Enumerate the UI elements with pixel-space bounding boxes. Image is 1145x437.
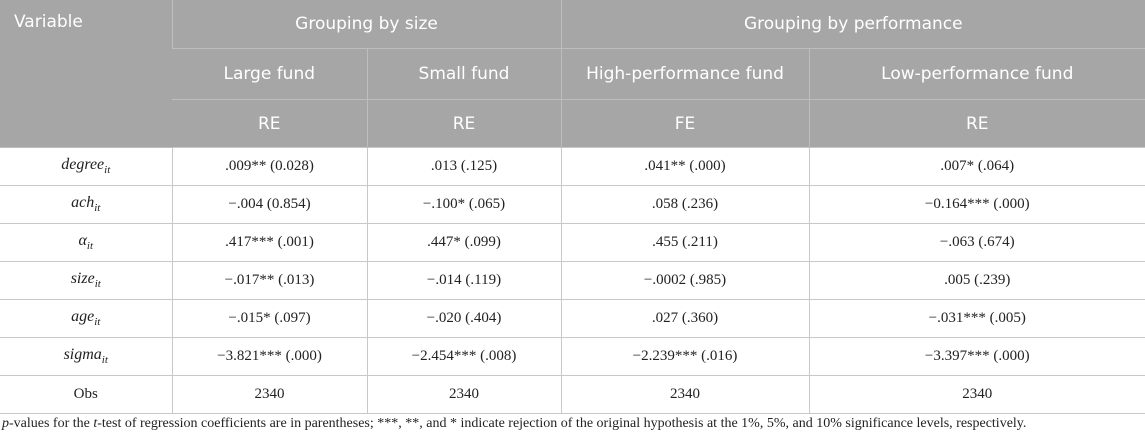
- table-cell: .009** (0.028): [171, 147, 367, 186]
- table-cell: −2.454*** (.008): [366, 337, 562, 376]
- table-cell: .041** (.000): [560, 147, 810, 186]
- table-cell: .007* (.064): [808, 147, 1145, 186]
- header-grouping-by-performance: Grouping by performance: [560, 0, 1145, 49]
- row-variable-name: sizeit: [0, 261, 172, 300]
- header-low-performance-fund: Low-performance fund: [808, 48, 1145, 100]
- row-variable-name: αit: [0, 223, 172, 262]
- table-row: ageit −.015* (.097) −.020 (.404) .027 (.…: [0, 299, 1145, 338]
- row-variable-name: achit: [0, 185, 172, 224]
- table-row: αit .417*** (.001) .447* (.099) .455 (.2…: [0, 223, 1145, 262]
- table-cell: .058 (.236): [560, 185, 810, 224]
- header-model-low: RE: [808, 99, 1145, 148]
- regression-results-table: Variable Grouping by size Grouping by pe…: [0, 0, 1145, 414]
- row-variable-name: ageit: [0, 299, 172, 338]
- table-cell: −2.239*** (.016): [560, 337, 810, 376]
- table-row: sizeit −.017** (.013) −.014 (.119) −.000…: [0, 261, 1145, 300]
- table-cell: −.063 (.674): [808, 223, 1145, 262]
- table-cell: −.004 (0.854): [171, 185, 367, 224]
- table-cell: −.017** (.013): [171, 261, 367, 300]
- header-high-performance-fund: High-performance fund: [560, 48, 810, 100]
- table-cell: .027 (.360): [560, 299, 810, 338]
- table-cell: 2340: [808, 375, 1145, 414]
- table-cell: −.020 (.404): [366, 299, 562, 338]
- table-cell: .455 (.211): [560, 223, 810, 262]
- header-model-large: RE: [172, 99, 367, 148]
- row-variable-name: degreeit: [0, 147, 172, 186]
- table-cell: 2340: [366, 375, 562, 414]
- table-cell: −.0002 (.985): [560, 261, 810, 300]
- table-cell: −.015* (.097): [171, 299, 367, 338]
- header-small-fund: Small fund: [366, 48, 562, 100]
- row-variable-name: sigmait: [0, 337, 172, 376]
- table-cell: 2340: [171, 375, 367, 414]
- header-grouping-by-size: Grouping by size: [171, 0, 562, 49]
- table-cell: −3.397*** (.000): [808, 337, 1145, 376]
- table-cell: 2340: [560, 375, 810, 414]
- header-large-fund: Large fund: [172, 48, 367, 100]
- table-cell: −.031*** (.005): [808, 299, 1145, 338]
- table-cell: .005 (.239): [808, 261, 1145, 300]
- table-row: Obs 2340 2340 2340 2340: [0, 375, 1145, 414]
- table-cell: .447* (.099): [366, 223, 562, 262]
- table-cell: −.100* (.065): [366, 185, 562, 224]
- table-cell: −0.164*** (.000): [808, 185, 1145, 224]
- header-variable: Variable: [0, 0, 172, 148]
- table-cell: .013 (.125): [366, 147, 562, 186]
- table-cell: .417*** (.001): [171, 223, 367, 262]
- header-model-high: FE: [560, 99, 810, 148]
- table-cell: −3.821*** (.000): [171, 337, 367, 376]
- table-row: achit −.004 (0.854) −.100* (.065) .058 (…: [0, 185, 1145, 224]
- table-row: sigmait −3.821*** (.000) −2.454*** (.008…: [0, 337, 1145, 376]
- table-footnote: p-values for the t-test of regression co…: [2, 416, 1027, 431]
- row-variable-name: Obs: [0, 375, 172, 414]
- header-model-small: RE: [366, 99, 562, 148]
- table-row: degreeit .009** (0.028) .013 (.125) .041…: [0, 147, 1145, 186]
- table-cell: −.014 (.119): [366, 261, 562, 300]
